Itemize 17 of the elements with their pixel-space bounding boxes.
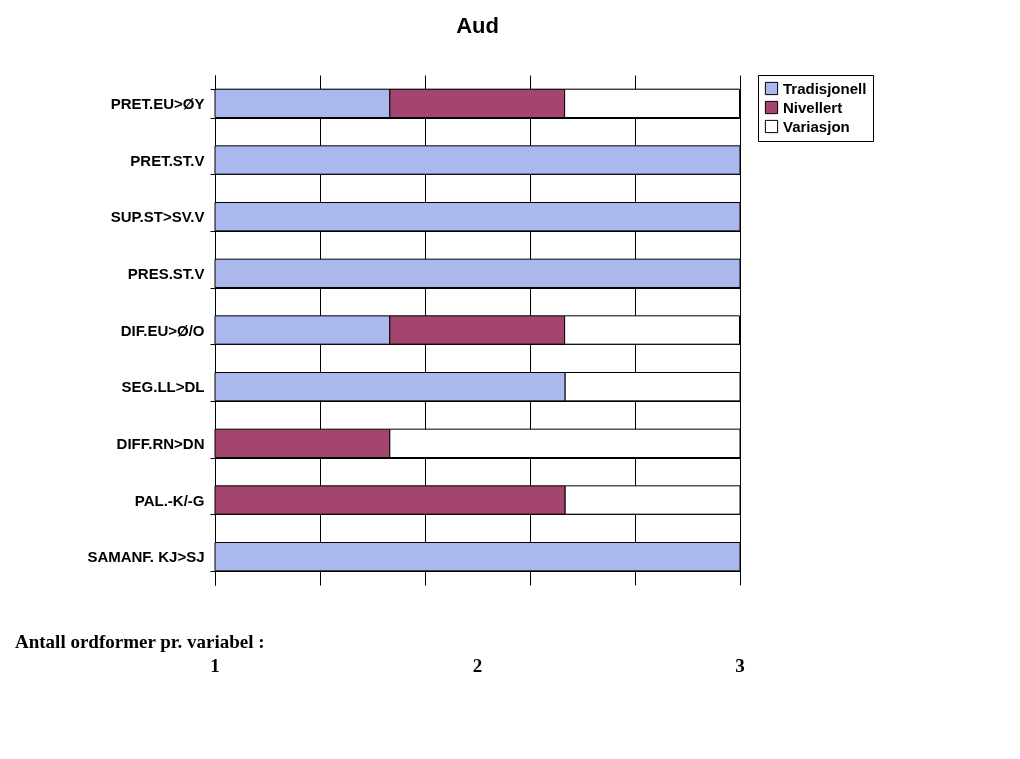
text: Antall ordformer pr. variabel : (15, 631, 265, 652)
y-tick-label: PRET.ST.V (130, 151, 205, 169)
chart-title: Aud (456, 13, 499, 38)
y-tick-label: SEG.LL>DL (121, 378, 205, 396)
y-tick-label: SAMANF. KJ>SJ (87, 548, 205, 566)
text: 3 (735, 655, 745, 676)
legend-label: Variasjon (783, 117, 850, 135)
legend-label: Tradisjonell (783, 79, 867, 97)
y-tick-label: DIFF.RN>DN (116, 434, 205, 452)
text: 2 (472, 655, 483, 676)
y-tick-label: DIF.EU>Ø/O (120, 321, 205, 339)
y-tick-label: SUP.ST>SV.V (110, 208, 205, 226)
legend-label: Nivellert (783, 98, 843, 116)
y-tick-label: PRET.EU>ØY (110, 94, 205, 112)
text: 1 (210, 655, 220, 676)
y-tick-label: PAL.-K/-G (134, 491, 205, 509)
y-tick-label: PRES.ST.V (127, 264, 205, 282)
